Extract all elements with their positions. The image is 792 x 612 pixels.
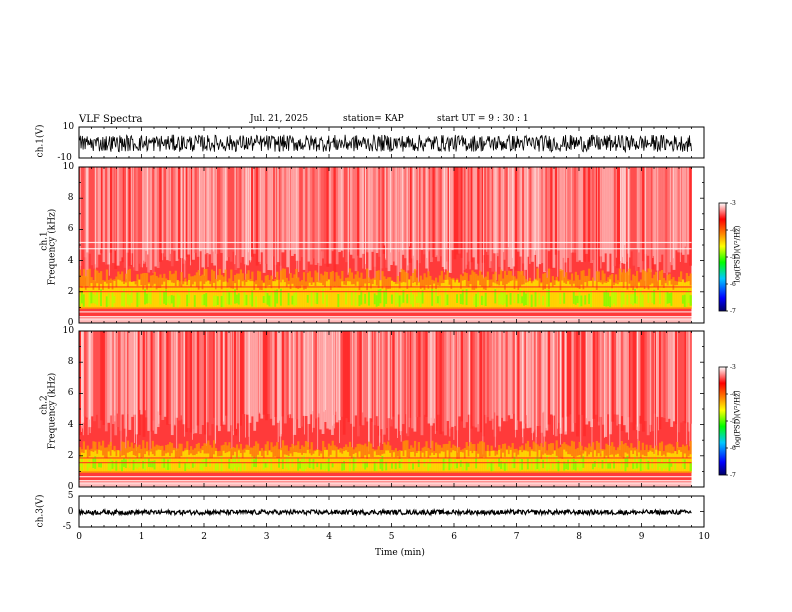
x-tick-label: 3 xyxy=(263,532,270,542)
x-axis-label: Time (min) xyxy=(375,548,425,558)
x-tick-label: 1 xyxy=(138,532,145,542)
colorbar-tick-label: -5 xyxy=(730,253,736,261)
x-tick-label: 6 xyxy=(451,532,457,542)
colorbar-tick-label: -6 xyxy=(730,280,736,288)
colorbar xyxy=(718,366,727,476)
y-tick-label: 4 xyxy=(67,255,74,266)
y-tick-label: 2 xyxy=(67,450,74,461)
ch1-spec-ylabel: Frequency (kHz) xyxy=(47,208,58,286)
y-tick-label: 8 xyxy=(67,357,74,368)
x-tick-label: 7 xyxy=(513,532,520,542)
colorbar-tick-label: -5 xyxy=(730,417,736,425)
ch2-spectrogram-image xyxy=(79,331,692,487)
y-tick-label: 10 xyxy=(62,326,75,336)
colorbar-tick-label: -3 xyxy=(730,363,736,371)
y-tick-label: 0 xyxy=(67,318,74,328)
x-tick-label: 9 xyxy=(638,532,645,542)
y-tick-label: -10 xyxy=(57,153,72,163)
colorbar xyxy=(718,202,727,312)
ch1-spectrogram-image xyxy=(79,167,692,323)
waveform-line xyxy=(78,507,692,517)
colorbar-tick-label: -7 xyxy=(730,307,736,315)
y-tick-label: 10 xyxy=(62,122,75,132)
x-tick-label: 0 xyxy=(76,532,82,542)
y-tick-label: 10 xyxy=(62,162,75,172)
colorbar-tick-label: -3 xyxy=(730,199,736,207)
x-tick-label: 2 xyxy=(201,532,207,542)
colorbar-tick-label: -4 xyxy=(730,390,736,398)
colorbar-tick-label: -4 xyxy=(730,226,736,234)
x-tick-label: 10 xyxy=(698,532,710,542)
y-tick-label: 2 xyxy=(67,286,74,297)
ch2-spec-ylabel: Frequency (kHz) xyxy=(47,372,58,450)
y-tick-label: 0 xyxy=(67,482,74,492)
ch3-waveform-trace xyxy=(78,507,692,517)
x-tick-label: 4 xyxy=(326,532,332,542)
colorbar-tick-label: -7 xyxy=(730,471,736,479)
y-tick-label: 4 xyxy=(67,419,74,430)
y-tick-label: 6 xyxy=(67,224,74,235)
x-tick-label: 8 xyxy=(576,532,582,542)
waveform-line xyxy=(78,133,692,154)
ch3-ylabel: ch.3(V) xyxy=(35,494,46,528)
chart-title: VLF Spectra xyxy=(79,114,143,125)
ch1-ylabel: ch.1(V) xyxy=(35,124,46,158)
x-tick-label: 5 xyxy=(388,532,395,542)
date-label: Jul. 21, 2025 xyxy=(250,114,309,124)
y-tick-label: -5 xyxy=(62,522,72,532)
station-label: station= KAP xyxy=(343,114,404,124)
y-tick-label: 0 xyxy=(67,506,74,517)
ch1-waveform-trace xyxy=(78,133,692,154)
y-tick-label: 6 xyxy=(67,388,74,399)
start-time-label: start UT = 9 : 30 : 1 xyxy=(437,114,529,124)
colorbar-tick-label: -6 xyxy=(730,444,736,452)
y-tick-label: 5 xyxy=(67,491,74,501)
y-tick-label: 8 xyxy=(67,193,74,204)
